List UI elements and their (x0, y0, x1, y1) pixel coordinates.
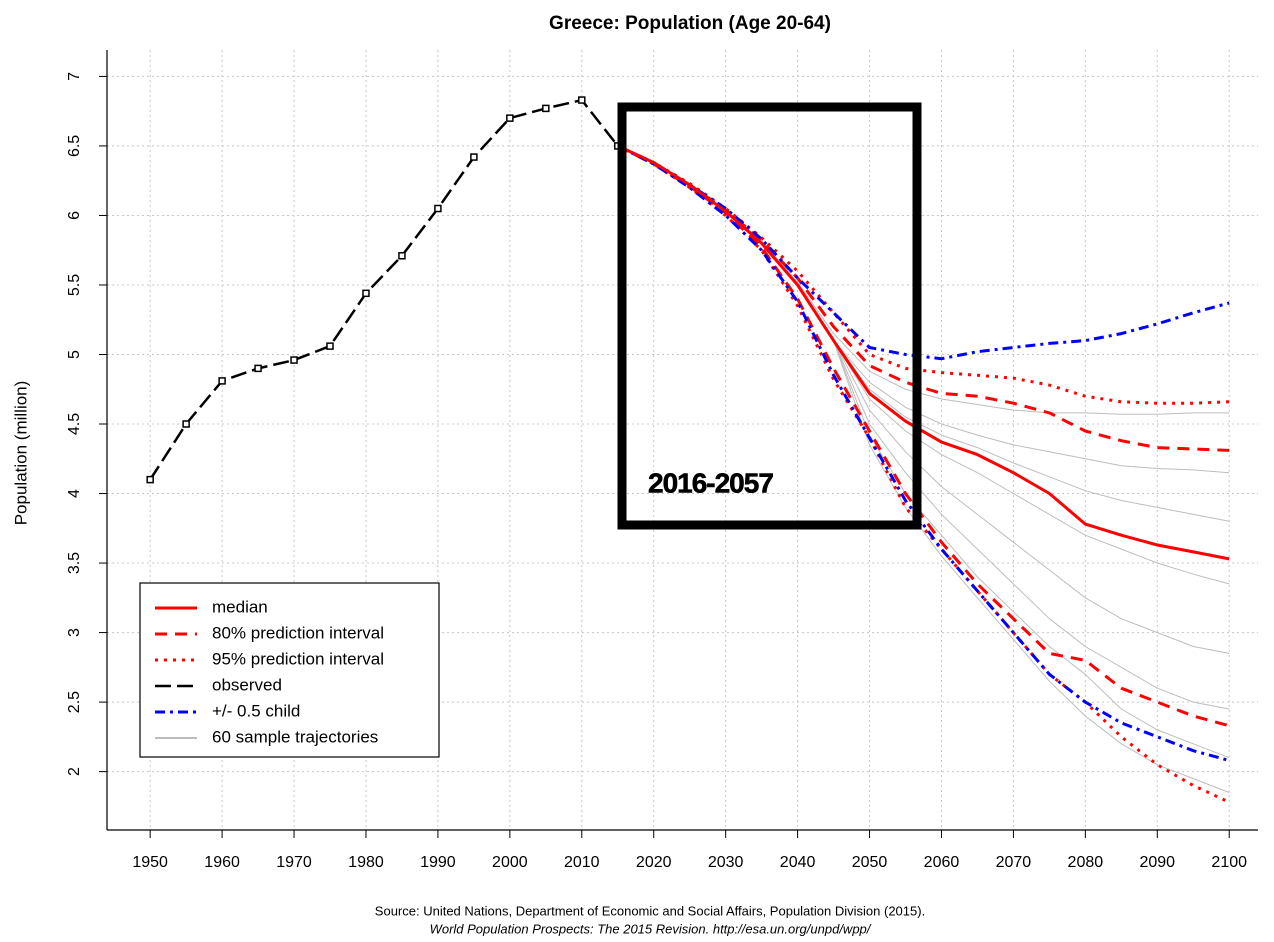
data-point (434, 204, 442, 213)
y-axis-label: Population (million) (11, 381, 30, 526)
series-line (617, 145, 1230, 415)
series-line (617, 144, 1230, 728)
x-tick-label: 2040 (780, 854, 816, 871)
x-tick-label: 2030 (708, 854, 744, 871)
data-point (218, 377, 226, 385)
legend: median 80% prediction interval 95% predict… (139, 582, 440, 758)
series-line (149, 98, 619, 481)
x-tick-label: 1970 (276, 854, 312, 871)
data-point (578, 96, 586, 104)
source: Source: United Nations, Department of Ec… (375, 903, 925, 918)
x-tick-label: 2050 (852, 854, 888, 871)
series-line (617, 145, 1230, 654)
y-tick-label: 7 (66, 72, 83, 81)
legend-label: observed (212, 675, 282, 694)
legend-label: 60 sample trajectories (212, 727, 378, 746)
series-line (617, 144, 1230, 762)
series-line (617, 145, 1230, 585)
y-tick-label: 2.5 (66, 691, 83, 713)
x-tick-label: 2100 (1211, 854, 1247, 871)
x-tick-label: 2090 (1139, 854, 1175, 871)
data-point (146, 475, 154, 484)
y-tick-label: 2 (66, 767, 83, 776)
chart-title: Greece: Population (Age 20-64) (549, 13, 831, 34)
series-line (617, 144, 1230, 361)
data-point (470, 153, 478, 161)
legend-label: 80% prediction interval (212, 623, 384, 642)
legend-label: 95% prediction interval (212, 649, 384, 668)
data-point (542, 104, 550, 113)
lines (146, 96, 1230, 804)
data-point (290, 356, 298, 364)
data-point (254, 364, 262, 373)
legend-label: median (212, 597, 268, 616)
data-point (182, 420, 190, 428)
x-tick-label: 1990 (420, 854, 456, 871)
series-line (617, 145, 1230, 759)
x-tick-label: 2070 (996, 854, 1032, 871)
y-tick-label: 5 (66, 350, 83, 359)
x-tick-label: 1960 (204, 854, 240, 871)
highlight-box (617, 102, 922, 530)
y-tick-label: 5.5 (66, 274, 83, 296)
data-point (326, 342, 334, 350)
data-point (506, 114, 514, 122)
series-line (617, 144, 1230, 452)
x-tick-label: 2000 (492, 854, 528, 871)
y-tick-label: 6 (66, 211, 83, 220)
data-point (398, 252, 406, 260)
x-tick-label: 2060 (924, 854, 960, 871)
y-tick-label: 4.5 (66, 413, 83, 435)
x-tick-label: 2020 (636, 854, 672, 871)
y-tick-label: 3 (66, 628, 83, 637)
legend-box (139, 582, 440, 758)
source: World Population Prospects: The 2015 Rev… (430, 921, 872, 936)
x-tick-label: 2080 (1068, 854, 1104, 871)
data-point (362, 289, 370, 298)
x-tick-label: 2010 (564, 854, 600, 871)
x-tick-label: 1980 (348, 854, 384, 871)
annotation: 2016-2057 (648, 467, 773, 498)
y-tick-label: 6.5 (66, 135, 83, 157)
series-line (617, 144, 1230, 405)
y-tick-label: 4 (66, 489, 83, 498)
legend-label: +/- 0.5 child (212, 701, 300, 720)
y-tick-label: 3.5 (66, 552, 83, 574)
series-line (617, 144, 1230, 561)
x-tick-label: 1950 (132, 854, 168, 871)
